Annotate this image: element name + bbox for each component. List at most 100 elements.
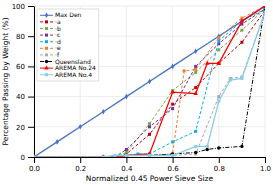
point	[264, 11, 266, 14]
tick-mark	[219, 157, 220, 163]
tick-mark	[28, 6, 34, 7]
point	[171, 107, 174, 110]
point	[34, 156, 36, 158]
axis-line	[35, 157, 266, 158]
tick-label: 0.8	[214, 165, 225, 173]
legend-swatch	[40, 41, 53, 42]
point	[148, 154, 151, 157]
point	[217, 146, 220, 149]
point	[34, 154, 36, 157]
point	[194, 151, 197, 154]
point	[171, 140, 174, 143]
point	[217, 36, 220, 39]
point	[34, 156, 36, 158]
series-line	[34, 9, 265, 157]
legend-marker	[45, 53, 48, 56]
tick-mark	[28, 97, 34, 98]
point	[125, 154, 128, 157]
tick: 80	[16, 33, 34, 41]
point	[125, 154, 128, 157]
grid-line	[34, 6, 265, 7]
point	[194, 145, 197, 148]
legend-marker	[45, 34, 48, 37]
legend-marker	[45, 40, 48, 43]
point	[194, 71, 197, 74]
tick-mark	[34, 157, 35, 163]
point	[148, 125, 151, 128]
point	[206, 145, 209, 148]
legend-marker	[45, 27, 48, 30]
point	[194, 68, 197, 71]
legend-marker	[45, 20, 48, 23]
tick-label: 20	[16, 124, 25, 132]
point	[79, 124, 82, 130]
point	[240, 18, 245, 22]
point	[125, 154, 128, 157]
legend-label: AREMA No.4	[55, 71, 92, 78]
point	[263, 6, 265, 7]
point	[264, 11, 266, 14]
tick-mark	[80, 157, 81, 163]
point	[194, 49, 197, 55]
tick-label: 80	[16, 33, 25, 41]
point	[171, 64, 174, 70]
legend-swatch	[40, 21, 53, 22]
point	[217, 95, 220, 98]
series-markers	[34, 6, 265, 157]
point	[102, 109, 105, 115]
point	[148, 79, 151, 85]
point	[148, 154, 151, 157]
series-markers	[34, 8, 265, 157]
tick-mark	[28, 157, 34, 158]
grid-line	[218, 6, 219, 157]
legend-marker	[45, 73, 48, 76]
series-line	[34, 6, 265, 157]
tick-mark	[28, 66, 34, 67]
point	[229, 78, 232, 81]
tick-mark	[28, 127, 34, 128]
x-axis-title: Normalized 0.45 Power Sieve Size	[86, 174, 214, 183]
point	[34, 156, 36, 158]
point	[240, 41, 243, 44]
legend-swatch	[40, 74, 53, 75]
point	[171, 154, 174, 157]
legend-swatch	[40, 35, 53, 36]
tick-label: 0.2	[75, 165, 86, 173]
legend-swatch	[40, 48, 53, 49]
point	[183, 69, 186, 72]
tick-label: 100	[12, 3, 25, 11]
tick: 0.4	[121, 157, 133, 173]
tick-mark	[173, 157, 174, 163]
series-markers	[34, 9, 265, 157]
tick-label: 0.6	[168, 165, 180, 173]
point	[113, 154, 116, 157]
legend-marker	[45, 60, 48, 63]
point	[171, 103, 174, 106]
tick-label: 60	[16, 63, 25, 71]
series-markers	[34, 6, 265, 157]
series-markers	[34, 6, 265, 157]
point	[125, 154, 128, 157]
tick: 1.0	[260, 157, 271, 173]
series-line	[34, 9, 265, 157]
point	[125, 154, 128, 157]
point	[217, 48, 220, 51]
tick: 20	[16, 124, 34, 132]
grid-line	[126, 6, 127, 157]
point	[240, 77, 243, 80]
legend-item: AREMA No.4	[40, 71, 92, 78]
tick: 0.6	[168, 157, 180, 173]
point	[148, 154, 151, 157]
point	[34, 156, 36, 158]
tick: 100	[12, 3, 34, 11]
data-area	[34, 6, 265, 157]
series-line	[34, 6, 265, 157]
point	[148, 154, 151, 157]
tick: 0.2	[75, 157, 86, 173]
plot: 0.00.20.40.60.81.0020406080100Max Den·a·…	[12, 3, 271, 173]
series-markers	[34, 8, 265, 157]
point	[124, 153, 129, 157]
y-axis-title: Percentage Passing by Weight (%)	[1, 17, 10, 145]
tick-mark	[126, 157, 127, 163]
grid-line	[34, 96, 265, 97]
